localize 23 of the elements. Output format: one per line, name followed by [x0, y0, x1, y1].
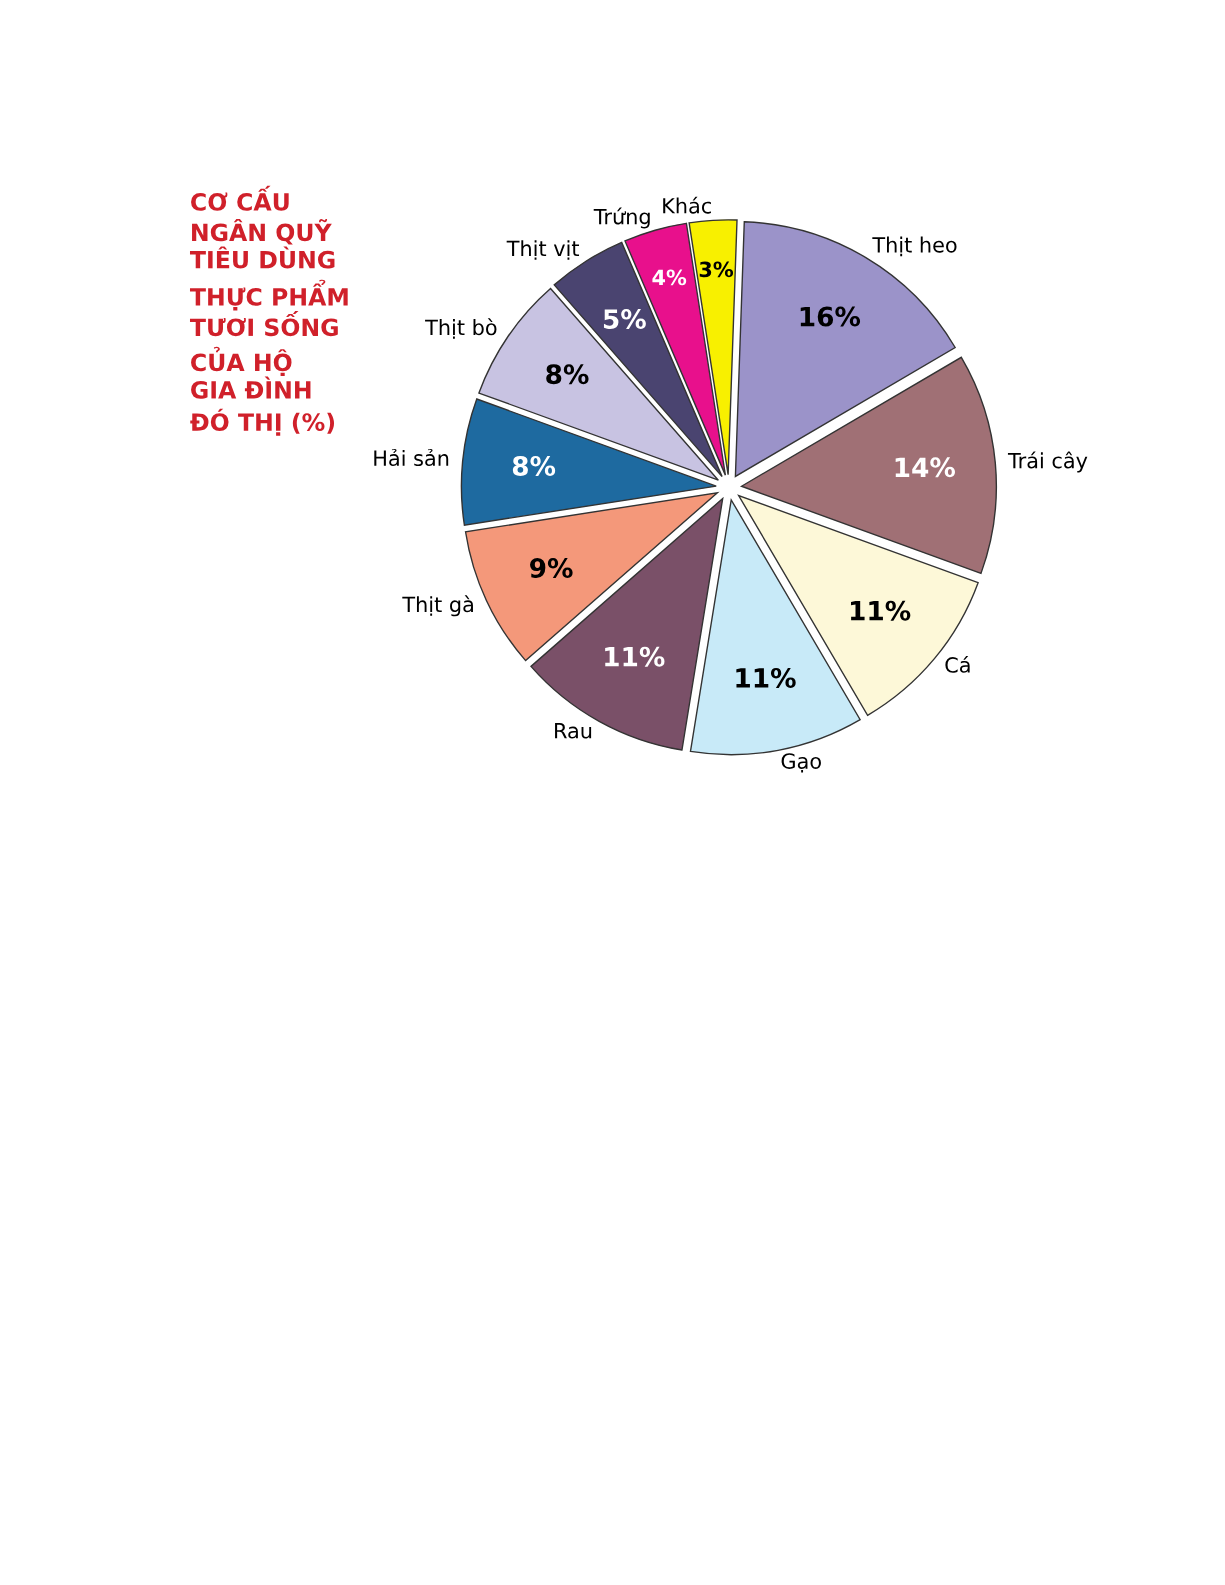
- data-label: 5%: [603, 309, 646, 330]
- slice-label: Hải sản: [374, 448, 449, 467]
- data-label: 8%: [546, 364, 589, 385]
- slice-label: Trái cây: [1007, 451, 1088, 473]
- data-label: 9%: [530, 558, 573, 578]
- slice-label: Gạo: [781, 753, 821, 773]
- slice-label: Thịt vịt: [506, 240, 580, 260]
- slice-label: Thịt gà: [402, 595, 473, 617]
- slice-label: Khác: [663, 196, 711, 214]
- text: CƠ CẤU NGÂN QUỸ TIÊU DÙNG THỰC PHẨM TƯƠI SỐNG CỦA HỘ GIA ĐÌNH ĐÓ THỊ (%): [189, 185, 348, 436]
- slice-label: Thịt bò: [425, 318, 497, 339]
- data-label: 3%: [699, 261, 734, 278]
- slice-label: Thịt heo: [872, 236, 957, 257]
- slice-label: Cá: [945, 655, 970, 673]
- slice-label: Trứng: [593, 207, 650, 229]
- data-label: 11%: [851, 600, 911, 621]
- data-label: 11%: [605, 646, 665, 667]
- data-label: 16%: [800, 306, 861, 327]
- slice-label: Rau: [555, 723, 592, 739]
- data-label: 4%: [652, 269, 687, 286]
- data-label: 11%: [736, 667, 796, 688]
- data-label: 14%: [895, 457, 956, 478]
- data-label: 8%: [512, 455, 556, 476]
